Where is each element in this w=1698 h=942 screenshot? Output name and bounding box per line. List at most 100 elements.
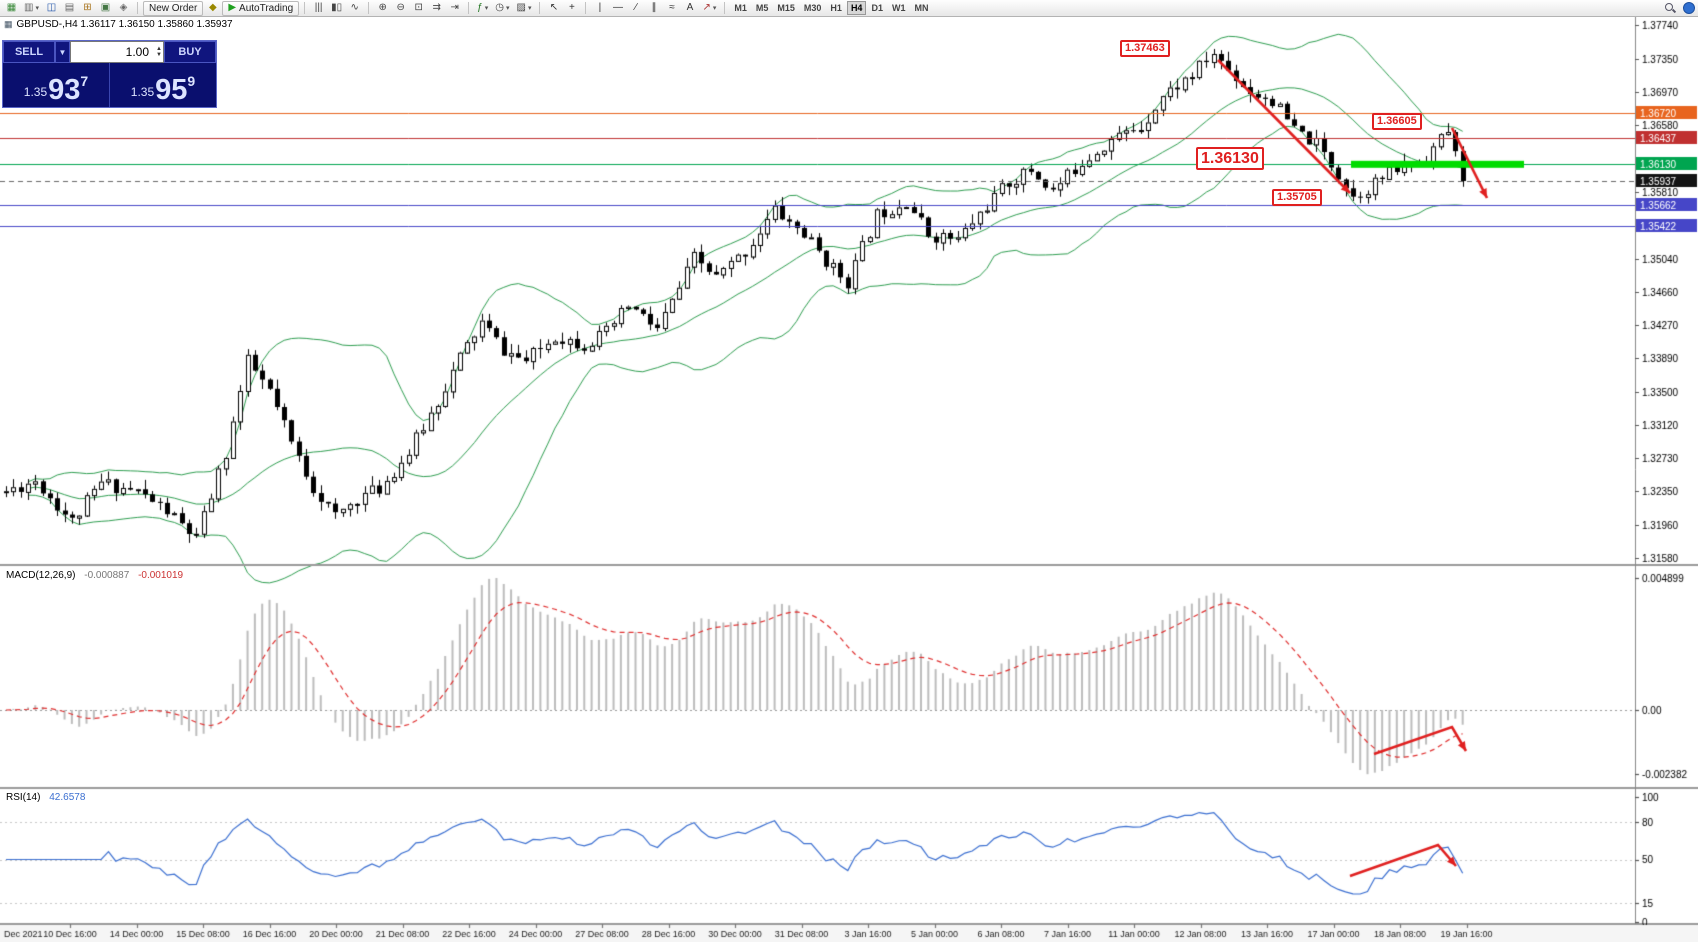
search-icon[interactable] — [1664, 2, 1676, 14]
timeframe-m30-button[interactable]: M30 — [800, 1, 826, 15]
timeframe-m15-button[interactable]: M15 — [773, 1, 799, 15]
new-chart-button[interactable]: ▦ — [3, 1, 20, 16]
navigator-icon: ⊞ — [83, 2, 92, 13]
zoom-out-button[interactable]: ⊖ — [392, 1, 409, 16]
volume-up-icon[interactable]: ▲ — [156, 46, 162, 52]
tile-windows-icon: ⊡ — [414, 2, 423, 13]
sell-button[interactable]: SELL — [3, 41, 55, 63]
trendline-button[interactable]: ∕ — [627, 1, 644, 16]
price-annotation-tag[interactable]: 1.35705 — [1272, 189, 1322, 206]
volume-down-icon[interactable]: ▼ — [156, 52, 162, 58]
bar-chart-icon: ||| — [314, 2, 323, 13]
line-chart-icon: ∿ — [350, 2, 359, 13]
zoom-in-icon: ⊕ — [378, 2, 387, 13]
data-window-icon: ▤ — [64, 2, 75, 13]
new-order-button[interactable]: New Order — [142, 0, 204, 16]
timeframe-d1-button[interactable]: D1 — [867, 1, 887, 15]
terminal-button[interactable]: ▣ — [97, 1, 114, 16]
order-settings-dropdown[interactable]: ▼ — [55, 41, 70, 63]
toolbar-separator — [304, 2, 306, 14]
toolbar-separator — [136, 2, 138, 14]
timeframe-h4-button[interactable]: H4 — [846, 1, 867, 15]
sell-price-pip: 7 — [80, 73, 89, 89]
timeframe-m1-button[interactable]: M1 — [730, 1, 751, 15]
equidistant-channel-button[interactable]: ∥ — [645, 1, 662, 16]
tile-windows-button[interactable]: ⊡ — [410, 1, 427, 16]
account-icon[interactable] — [1683, 2, 1695, 14]
chart-shift-button[interactable]: ⇥ — [446, 1, 463, 16]
auto-scroll-button[interactable]: ⇉ — [428, 1, 445, 16]
sell-price[interactable]: 1.35 93 7 — [3, 63, 109, 107]
market-watch-button[interactable]: ◫ — [43, 1, 60, 16]
volume-value: 1.00 — [125, 45, 149, 59]
chevron-down-icon: ▼ — [58, 47, 67, 57]
templates-icon: ▨ — [516, 2, 526, 13]
market-watch-icon: ◫ — [46, 2, 57, 13]
chart-shift-icon: ⇥ — [450, 2, 459, 13]
indicators-button[interactable]: ƒ ▾ — [474, 1, 491, 16]
autotrading-label: AutoTrading — [239, 2, 294, 14]
equidistant-channel-icon: ∥ — [651, 2, 657, 13]
macd-label: MACD(12,26,9) — [6, 570, 76, 581]
buy-price[interactable]: 1.35 95 9 — [110, 63, 216, 107]
metaeditor-button[interactable]: ◆ — [204, 1, 221, 16]
volume-input[interactable]: 1.00 ▲ ▼ — [70, 41, 164, 63]
crosshair-button[interactable]: + — [563, 1, 580, 16]
cursor-icon: ↖ — [549, 2, 559, 13]
timeframe-mn-button[interactable]: MN — [910, 1, 932, 15]
text-label-button[interactable]: A — [681, 1, 698, 16]
buy-button[interactable]: BUY — [164, 41, 216, 63]
toolbar-separator — [724, 2, 726, 14]
toolbar-separator — [585, 2, 587, 14]
bar-chart-button[interactable]: ||| — [310, 1, 327, 16]
new-chart-icon: ▦ — [6, 2, 17, 13]
zoom-in-button[interactable]: ⊕ — [374, 1, 391, 16]
chevron-down-icon: ▾ — [505, 5, 510, 12]
vertical-line-button[interactable]: | — [591, 1, 608, 16]
metaeditor-icon: ◆ — [208, 2, 217, 13]
strategy-tester-button[interactable]: ◈ — [115, 1, 132, 16]
price-annotation-tag[interactable]: 1.36605 — [1372, 113, 1422, 130]
templates-button[interactable]: ▨ ▾ — [513, 1, 534, 16]
data-window-button[interactable]: ▤ — [61, 1, 78, 16]
toolbar-separator — [539, 2, 541, 14]
timeframe-m5-button[interactable]: M5 — [752, 1, 773, 15]
timeframe-w1-button[interactable]: W1 — [888, 1, 910, 15]
strategy-tester-icon: ◈ — [119, 2, 128, 13]
autotrading-button[interactable]: ▶ AutoTrading — [222, 0, 300, 16]
sell-price-prefix: 1.35 — [23, 85, 48, 99]
crosshair-icon: + — [569, 2, 575, 13]
fibonacci-icon: ≈ — [669, 2, 675, 13]
text-label-icon: A — [686, 2, 694, 13]
auto-scroll-icon: ⇉ — [432, 2, 441, 13]
horizontal-line-button[interactable]: — — [609, 1, 626, 16]
indicators-icon: ƒ — [477, 2, 483, 13]
horizontal-line-icon: — — [612, 2, 623, 13]
cursor-button[interactable]: ↖ — [545, 1, 562, 16]
navigator-button[interactable]: ⊞ — [79, 1, 96, 16]
autotrading-icon: ▶ — [228, 2, 237, 13]
trendline-icon: ∕ — [635, 2, 637, 13]
buy-price-big: 95 — [155, 74, 188, 106]
one-click-trade-panel: SELL ▼ 1.00 ▲ ▼ BUY 1.35 93 7 1.35 95 9 — [2, 40, 217, 108]
candlestick-chart-button[interactable]: ▮▯ — [328, 1, 345, 16]
arrows-tool-button[interactable]: ↗ ▾ — [699, 1, 719, 16]
fibonacci-button[interactable]: ≈ — [663, 1, 680, 16]
chevron-down-icon: ▾ — [712, 5, 717, 12]
terminal-icon: ▣ — [100, 2, 111, 13]
line-chart-button[interactable]: ∿ — [346, 1, 363, 16]
rsi-label: RSI(14) — [6, 792, 41, 803]
price-annotation-tag[interactable]: 1.37463 — [1120, 40, 1170, 57]
chevron-down-icon: ▾ — [527, 5, 532, 12]
chevron-down-icon: ▾ — [484, 5, 489, 12]
periods-icon: ◷ — [495, 2, 504, 13]
price-annotation-tag[interactable]: 1.36130 — [1196, 147, 1264, 170]
vertical-line-icon: | — [598, 2, 602, 13]
periods-button[interactable]: ◷ ▾ — [492, 1, 512, 16]
profiles-button[interactable]: ▥ ▾ — [21, 1, 42, 16]
timeframe-h1-button[interactable]: H1 — [826, 1, 846, 15]
macd-main-value: -0.000887 — [84, 570, 130, 581]
sell-price-big: 93 — [48, 74, 81, 106]
rsi-value: 42.6578 — [49, 792, 86, 803]
